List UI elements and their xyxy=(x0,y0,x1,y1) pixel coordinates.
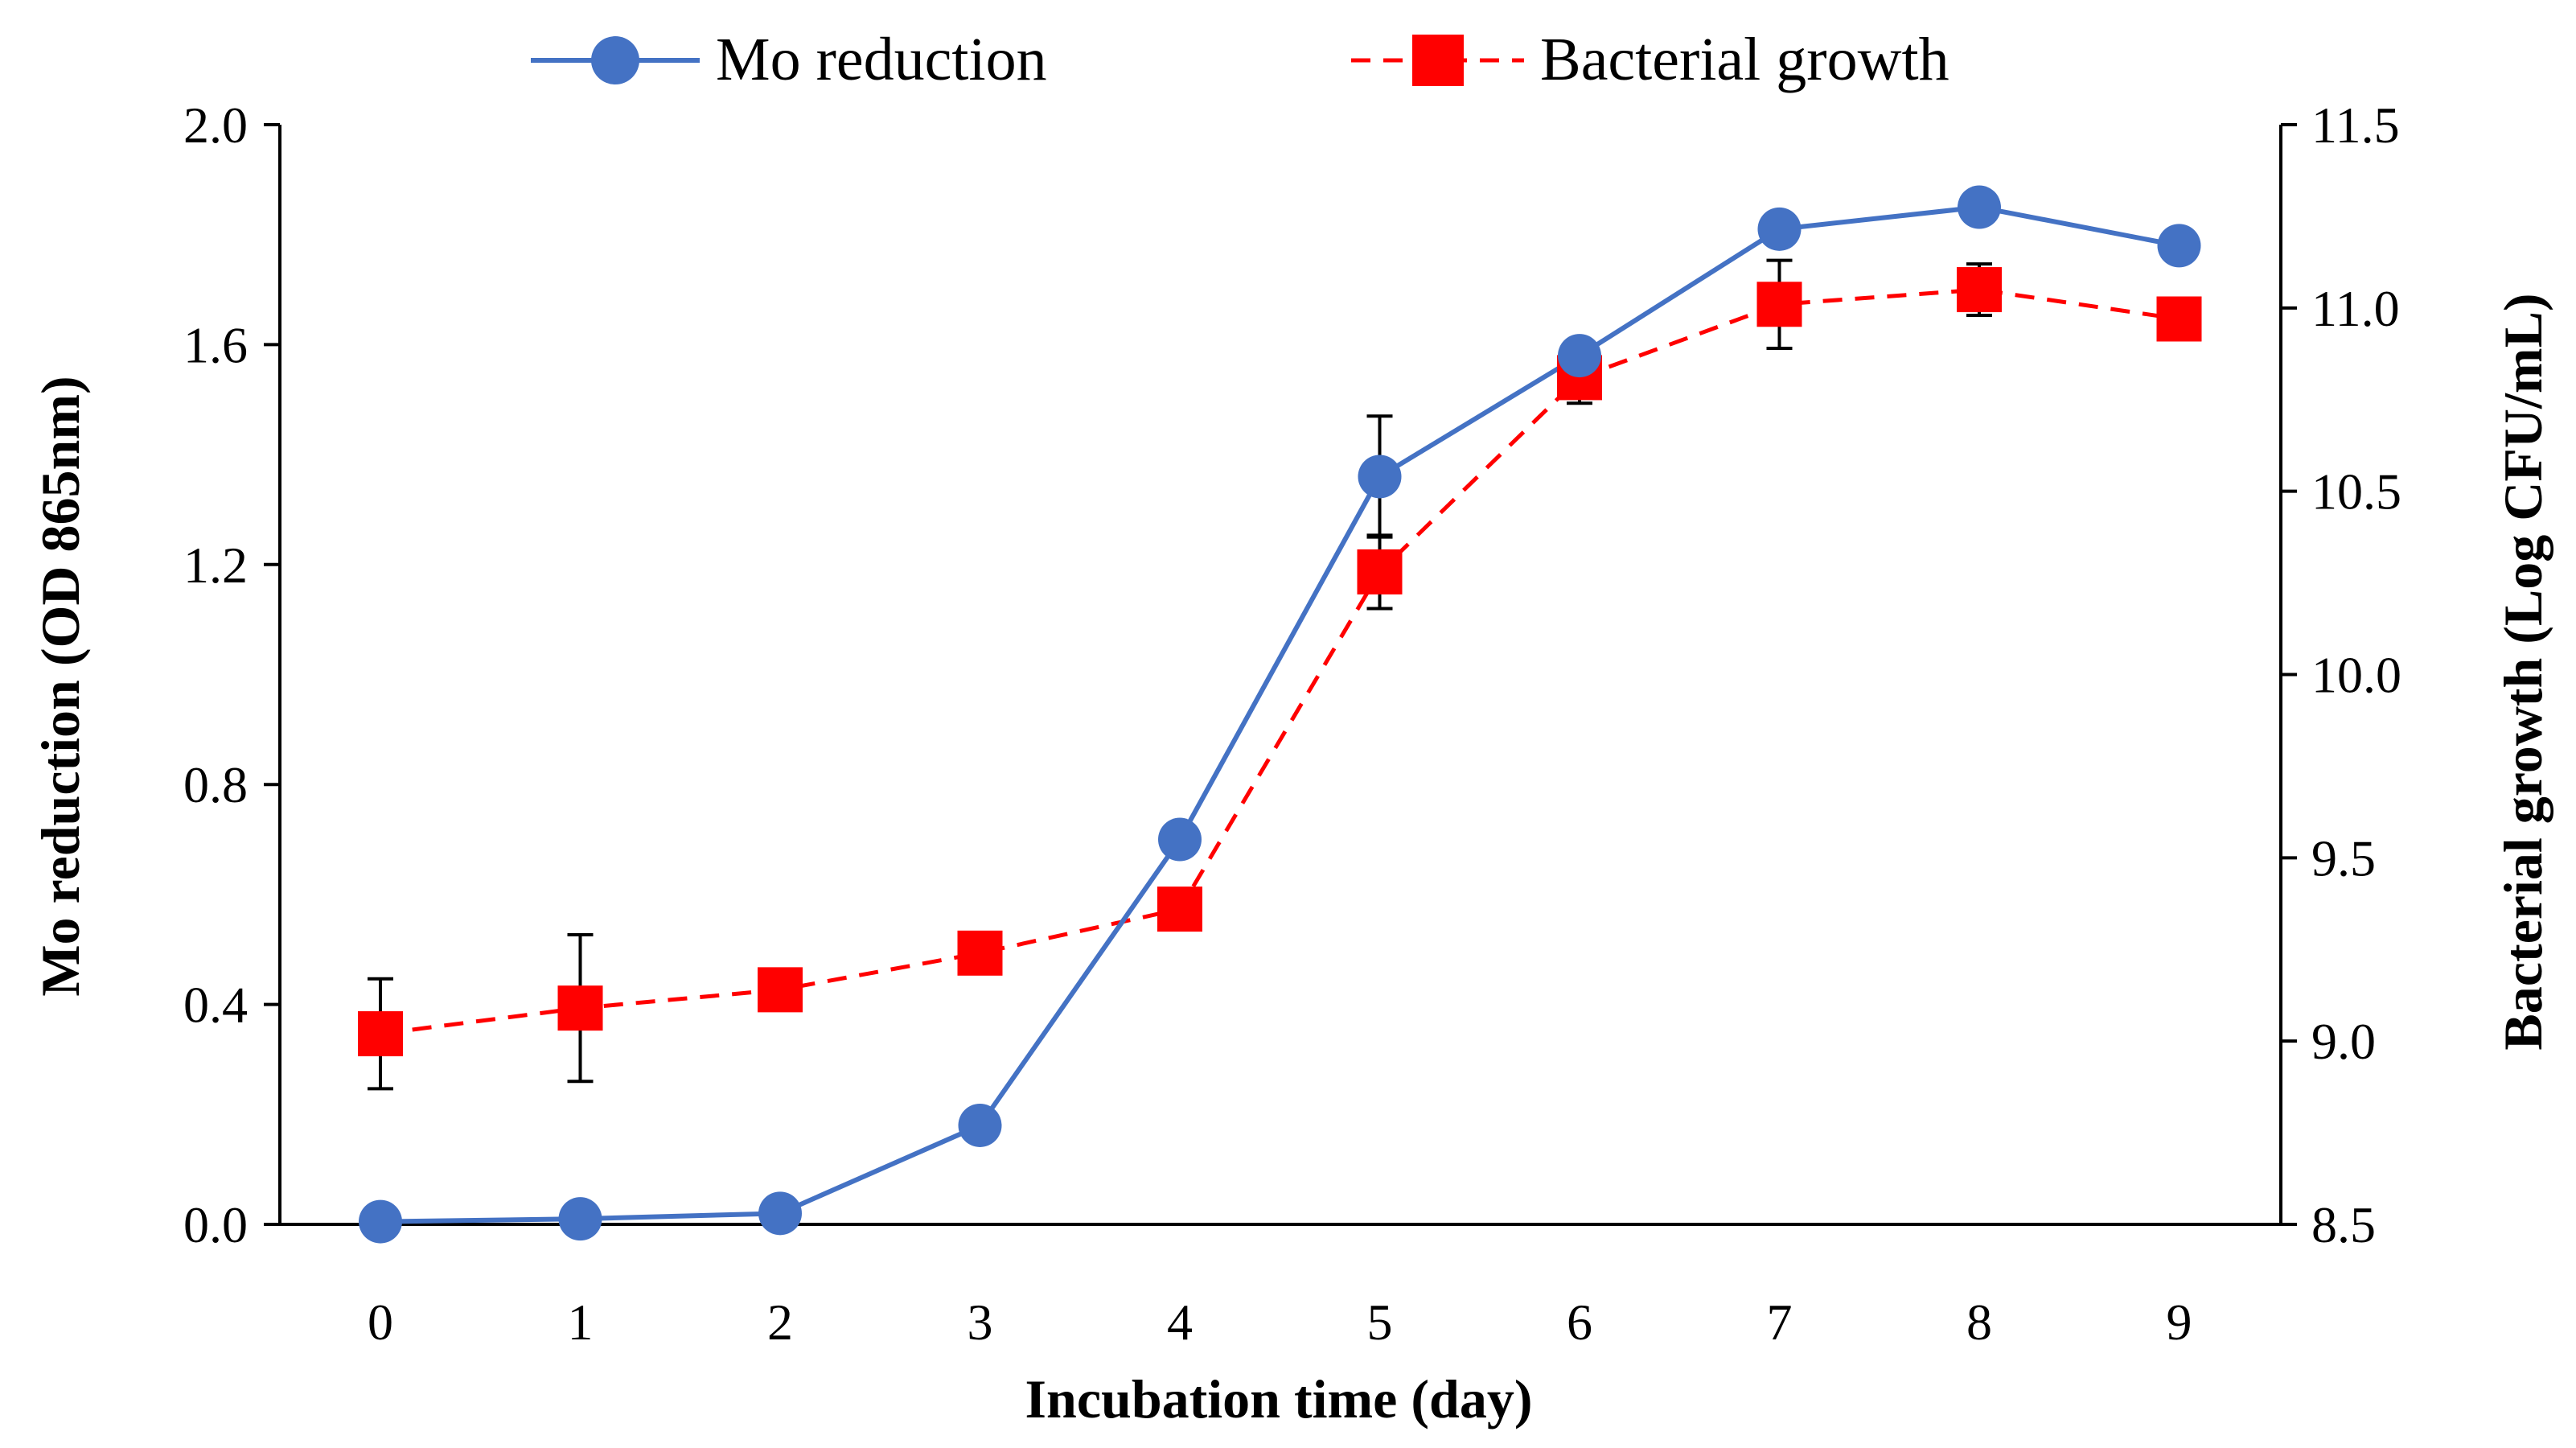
y-right-tick-label: 9.0 xyxy=(2311,1013,2376,1070)
y-right-tick-label: 9.5 xyxy=(2311,829,2376,886)
x-tick-label: 3 xyxy=(968,1294,993,1351)
data-point-mo-reduction xyxy=(1757,207,1802,251)
y-left-tick-label: 0.0 xyxy=(183,1196,248,1253)
y-right-tick-label: 11.5 xyxy=(2311,97,2400,154)
y-right-tick-label: 10.0 xyxy=(2311,647,2401,704)
x-tick-label: 8 xyxy=(1966,1294,1992,1351)
data-point-mo-reduction xyxy=(958,1103,1002,1147)
legend-marker-mo-reduction xyxy=(591,36,639,84)
legend-marker-bacterial-growth xyxy=(1412,35,1464,86)
data-point-bacterial-growth xyxy=(1756,282,1802,327)
x-tick-label: 0 xyxy=(368,1294,393,1351)
error-bars xyxy=(368,258,1992,1091)
data-point-bacterial-growth xyxy=(1957,267,2002,313)
y-right-tick-label: 11.0 xyxy=(2311,280,2400,337)
data-point-mo-reduction xyxy=(1958,185,2001,229)
y-right-tick-label: 8.5 xyxy=(2311,1196,2376,1253)
data-point-bacterial-growth xyxy=(957,930,1003,976)
legend-label-mo-reduction: Mo reduction xyxy=(716,26,1047,93)
data-point-mo-reduction xyxy=(359,1199,402,1244)
data-point-bacterial-growth xyxy=(358,1011,403,1057)
x-tick-label: 2 xyxy=(767,1294,793,1351)
legend-label-bacterial-growth: Bacterial growth xyxy=(1540,26,1949,93)
data-point-mo-reduction xyxy=(1358,455,1402,499)
x-axis-title: Incubation time (day) xyxy=(1025,1368,1533,1429)
series-line-bacterial-growth xyxy=(380,287,2180,1036)
data-point-bacterial-growth xyxy=(557,985,603,1031)
x-tick-label: 4 xyxy=(1167,1294,1193,1351)
x-tick-label: 9 xyxy=(2167,1294,2192,1351)
data-point-bacterial-growth xyxy=(2156,296,2202,342)
data-point-mo-reduction xyxy=(1558,334,1601,378)
series-line-mo-reduction xyxy=(380,204,2180,1224)
legend-item-mo-reduction: Mo reduction xyxy=(531,26,1047,93)
data-point-mo-reduction xyxy=(758,1191,802,1236)
data-point-mo-reduction xyxy=(558,1197,602,1241)
data-point-bacterial-growth xyxy=(758,967,803,1013)
y-left-tick-label: 2.0 xyxy=(183,97,248,154)
legend-item-bacterial-growth: Bacterial growth xyxy=(1351,26,1949,93)
y-left-tick-label: 0.8 xyxy=(183,756,248,813)
data-point-bacterial-growth xyxy=(1357,549,1403,594)
data-point-bacterial-growth xyxy=(1157,886,1202,932)
x-tick-label: 7 xyxy=(1767,1294,1793,1351)
series-markers xyxy=(358,185,2202,1244)
data-point-mo-reduction xyxy=(2157,224,2201,268)
y-right-tick-label: 10.5 xyxy=(2311,463,2401,520)
legend: Mo reduction Bacterial growth xyxy=(531,26,1949,93)
y-axis-right-title: Bacterial growth (Log CFU/mL) xyxy=(2492,293,2553,1050)
axes xyxy=(264,123,2297,1226)
tick-labels: 0.0 0.4 0.8 1.2 1.6 2.0 8.5 9.0 9.5 10.0 10.5 11.0 1… xyxy=(183,97,2401,1351)
y-axis-left-title: Mo reduction (OD 865nm) xyxy=(30,376,91,996)
y-left-tick-label: 1.2 xyxy=(183,537,248,594)
x-tick-label: 1 xyxy=(568,1294,594,1351)
series-lines xyxy=(380,204,2180,1224)
data-point-mo-reduction xyxy=(1158,817,1202,862)
y-left-tick-label: 1.6 xyxy=(183,316,248,373)
x-tick-label: 6 xyxy=(1567,1294,1592,1351)
x-tick-label: 5 xyxy=(1367,1294,1393,1351)
y-left-tick-label: 0.4 xyxy=(183,977,248,1034)
